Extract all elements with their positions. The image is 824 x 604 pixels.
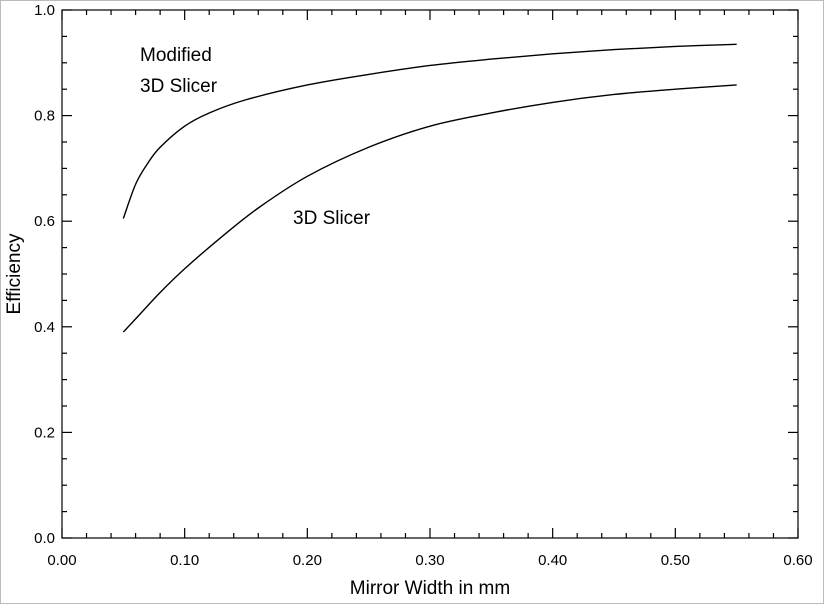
y-tick-label: 0.6 (34, 213, 55, 230)
x-tick-label: 0.00 (47, 552, 76, 569)
x-tick-label: 0.30 (415, 552, 444, 569)
x-tick-label: 0.20 (293, 552, 322, 569)
y-tick-label: 0.8 (34, 108, 55, 125)
series-label-1-line-0: 3D Slicer (293, 208, 371, 229)
series-line-0 (122, 43, 737, 219)
y-tick-label: 0.4 (34, 319, 55, 336)
y-axis: 0.0 0.2 0.4 0.6 0.8 1.0 (34, 2, 798, 547)
series-annotations: Modified 3D Slicer 3D Slicer (140, 45, 371, 229)
x-tick-label: 0.50 (661, 552, 690, 569)
x-tick-label: 0.60 (783, 552, 812, 569)
y-tick-label: 0.0 (34, 530, 55, 547)
y-tick-label: 1.0 (34, 2, 55, 19)
x-axis: 0.00 0.10 0.20 0.30 0.40 0.50 0.60 (47, 10, 813, 569)
x-tick-label: 0.40 (538, 552, 567, 569)
series-label-0-line-1: 3D Slicer (140, 76, 218, 97)
x-tick-label: 0.10 (170, 552, 199, 569)
y-tick-label: 0.2 (34, 424, 55, 441)
series-line-1 (122, 84, 737, 333)
x-axis-title: Mirror Width in mm (350, 578, 510, 599)
y-axis-title: Efficiency (4, 233, 25, 314)
series-layer (122, 43, 737, 333)
series-label-0-line-0: Modified (140, 45, 212, 66)
